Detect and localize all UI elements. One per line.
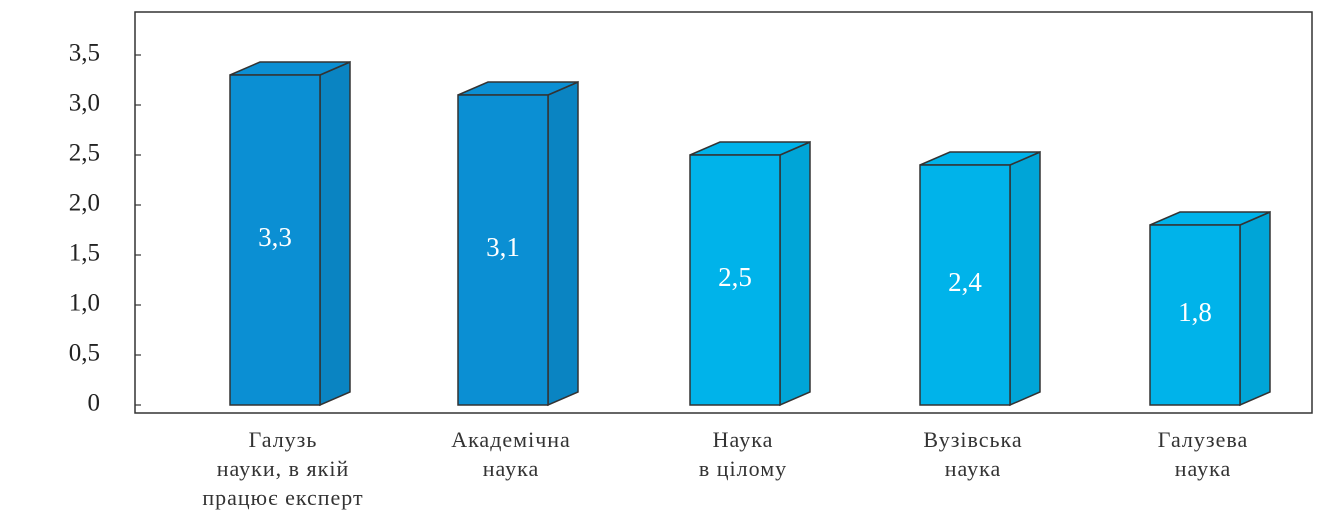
value-label: 2,4 (948, 267, 982, 297)
x-tick-label: Академічна наука (451, 427, 571, 481)
y-tick-label: 0,5 (69, 340, 100, 367)
x-tick-label: Наука в цілому (698, 427, 788, 481)
x-tick-label: Галузева наука (1157, 427, 1249, 481)
bar (457, 94, 549, 406)
bar-side (779, 140, 811, 407)
bar-side (547, 80, 579, 407)
y-tick-label: 3,0 (69, 90, 100, 117)
bar-side (1009, 150, 1041, 407)
y-tick-label: 0 (88, 390, 101, 417)
bar (919, 164, 1011, 406)
bar-side (319, 60, 351, 407)
y-tick-label: 2,5 (69, 140, 100, 167)
bar (1149, 224, 1241, 406)
x-tick-label: Галузь науки, в якій працює експерт (202, 427, 364, 510)
value-label: 2,5 (718, 262, 752, 292)
x-tick-label: Вузівська наука (923, 427, 1023, 481)
plot-frame (134, 11, 1313, 414)
bar (229, 74, 321, 406)
value-label: 1,8 (1178, 297, 1212, 327)
bar-side (1239, 210, 1271, 407)
y-tick-label: 1,0 (69, 290, 100, 317)
value-label: 3,3 (258, 222, 292, 252)
bar (689, 154, 781, 406)
y-tick-label: 1,5 (69, 240, 100, 267)
value-label: 3,1 (486, 232, 520, 262)
y-tick-label: 3,5 (69, 40, 100, 67)
y-tick-label: 2,0 (69, 190, 100, 217)
